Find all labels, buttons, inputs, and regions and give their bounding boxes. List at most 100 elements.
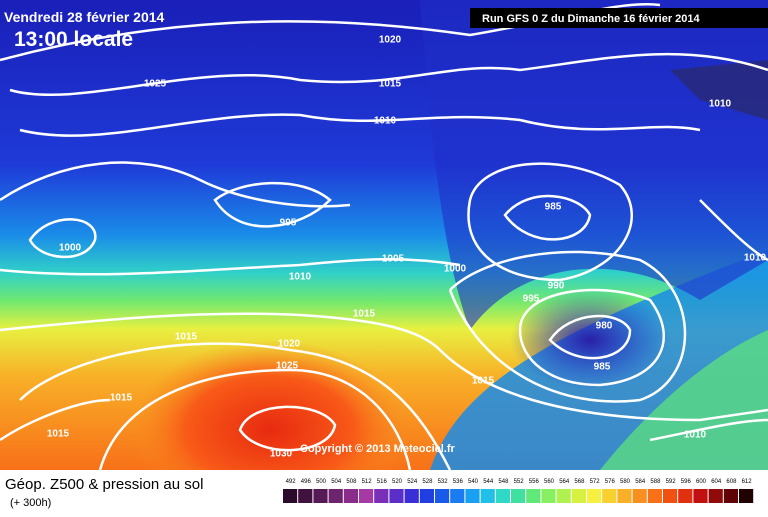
scale-swatch [602, 489, 617, 503]
scale-label: 532 [438, 479, 449, 485]
scale-swatch [435, 489, 450, 503]
scale-label: 528 [422, 479, 433, 485]
scale-label: 552 [514, 479, 525, 485]
scale-swatch [723, 489, 738, 503]
isobar-label: 995 [280, 218, 297, 229]
scale-swatch [404, 489, 419, 503]
low-core [510, 290, 670, 390]
isobar-label: 1015 [353, 309, 376, 320]
scale-swatch [419, 489, 434, 503]
scale-swatch [480, 489, 495, 503]
scale-swatch [343, 489, 358, 503]
scale-label: 520 [392, 479, 403, 485]
scale-swatch [389, 489, 404, 503]
footer-title: Géop. Z500 & pression au sol [5, 476, 203, 493]
isobar-label: 1015 [472, 376, 495, 387]
scale-label: 576 [605, 479, 616, 485]
time: 13:00 locale [14, 28, 133, 51]
scale-swatch [359, 489, 374, 503]
date: Vendredi 28 février 2014 [4, 9, 165, 25]
scale-label: 560 [544, 479, 555, 485]
scale-label: 612 [742, 479, 753, 485]
scale-swatch [283, 489, 298, 503]
isobar-label: 1020 [379, 35, 402, 46]
scale-label: 568 [574, 479, 585, 485]
scale-swatch [708, 489, 723, 503]
scale-swatch [541, 489, 556, 503]
isobar-label: 1015 [175, 332, 198, 343]
isobar-label: 1010 [684, 430, 707, 441]
scale-swatch [495, 489, 510, 503]
copyright: Copyright © 2013 Meteociel.fr [300, 443, 456, 455]
scale-swatch [328, 489, 343, 503]
isobar-label: 1010 [709, 99, 732, 110]
dark-area [670, 60, 768, 120]
scale-swatch [678, 489, 693, 503]
scale-swatch [617, 489, 632, 503]
scale-label: 580 [620, 479, 631, 485]
footer-lead: (+ 300h) [10, 497, 51, 509]
isobar-label: 1010 [289, 272, 312, 283]
scale-swatch [663, 489, 678, 503]
scale-swatch [556, 489, 571, 503]
scale-swatch [313, 489, 328, 503]
scale-label: 496 [301, 479, 312, 485]
scale-label: 504 [331, 479, 342, 485]
scale-swatch [647, 489, 662, 503]
scale-label: 572 [590, 479, 601, 485]
scale-label: 556 [529, 479, 540, 485]
scale-swatch [526, 489, 541, 503]
scale-label: 512 [362, 479, 373, 485]
isobar-label: 1025 [144, 79, 167, 90]
scale-swatch [632, 489, 647, 503]
scale-label: 592 [666, 479, 677, 485]
scale-swatch [693, 489, 708, 503]
isobar-label: 985 [594, 362, 611, 373]
isobar-label: 1020 [278, 339, 301, 350]
north-cold-area [420, 0, 768, 330]
scale-swatch [511, 489, 526, 503]
isobar-label: 1015 [379, 79, 402, 90]
scale-label: 608 [726, 479, 737, 485]
isobar-label: 990 [548, 281, 565, 292]
isobar-label: 1005 [382, 254, 405, 265]
scale-label: 524 [407, 479, 418, 485]
isobar-label: 995 [523, 294, 540, 305]
isobar-label: 1030 [270, 449, 293, 460]
isobar-label: 985 [545, 202, 562, 213]
isobar-label: 1025 [276, 361, 299, 372]
isobar-label: 1010 [374, 116, 397, 127]
scale-label: 540 [468, 479, 479, 485]
isobar-label: 1000 [59, 243, 82, 254]
scale-swatch [450, 489, 465, 503]
east-green-area [600, 330, 768, 470]
scale-label: 548 [498, 479, 509, 485]
scale-label: 536 [453, 479, 464, 485]
scale-label: 588 [650, 479, 661, 485]
isobar-label: 1015 [47, 429, 70, 440]
scale-label: 500 [316, 479, 327, 485]
isobar-label: 980 [596, 321, 613, 332]
scale-label: 564 [559, 479, 570, 485]
scale-swatch [298, 489, 313, 503]
isobar-label: 1010 [744, 253, 767, 264]
scale-swatch [587, 489, 602, 503]
scale-swatch [739, 489, 754, 503]
scale-swatch [571, 489, 586, 503]
scale-label: 600 [696, 479, 707, 485]
isobar-label: 1000 [444, 264, 467, 275]
scale-label: 508 [346, 479, 357, 485]
scale-label: 596 [681, 479, 692, 485]
run-info: Run GFS 0 Z du Dimanche 16 février 2014 [482, 13, 701, 25]
scale-label: 584 [635, 479, 646, 485]
scale-swatch [465, 489, 480, 503]
scale-label: 516 [377, 479, 388, 485]
scale-label: 604 [711, 479, 722, 485]
scale-label: 492 [286, 479, 297, 485]
scale-swatch [374, 489, 389, 503]
scale-label: 544 [483, 479, 494, 485]
isobar-label: 1015 [110, 393, 133, 404]
run-box [470, 8, 768, 28]
